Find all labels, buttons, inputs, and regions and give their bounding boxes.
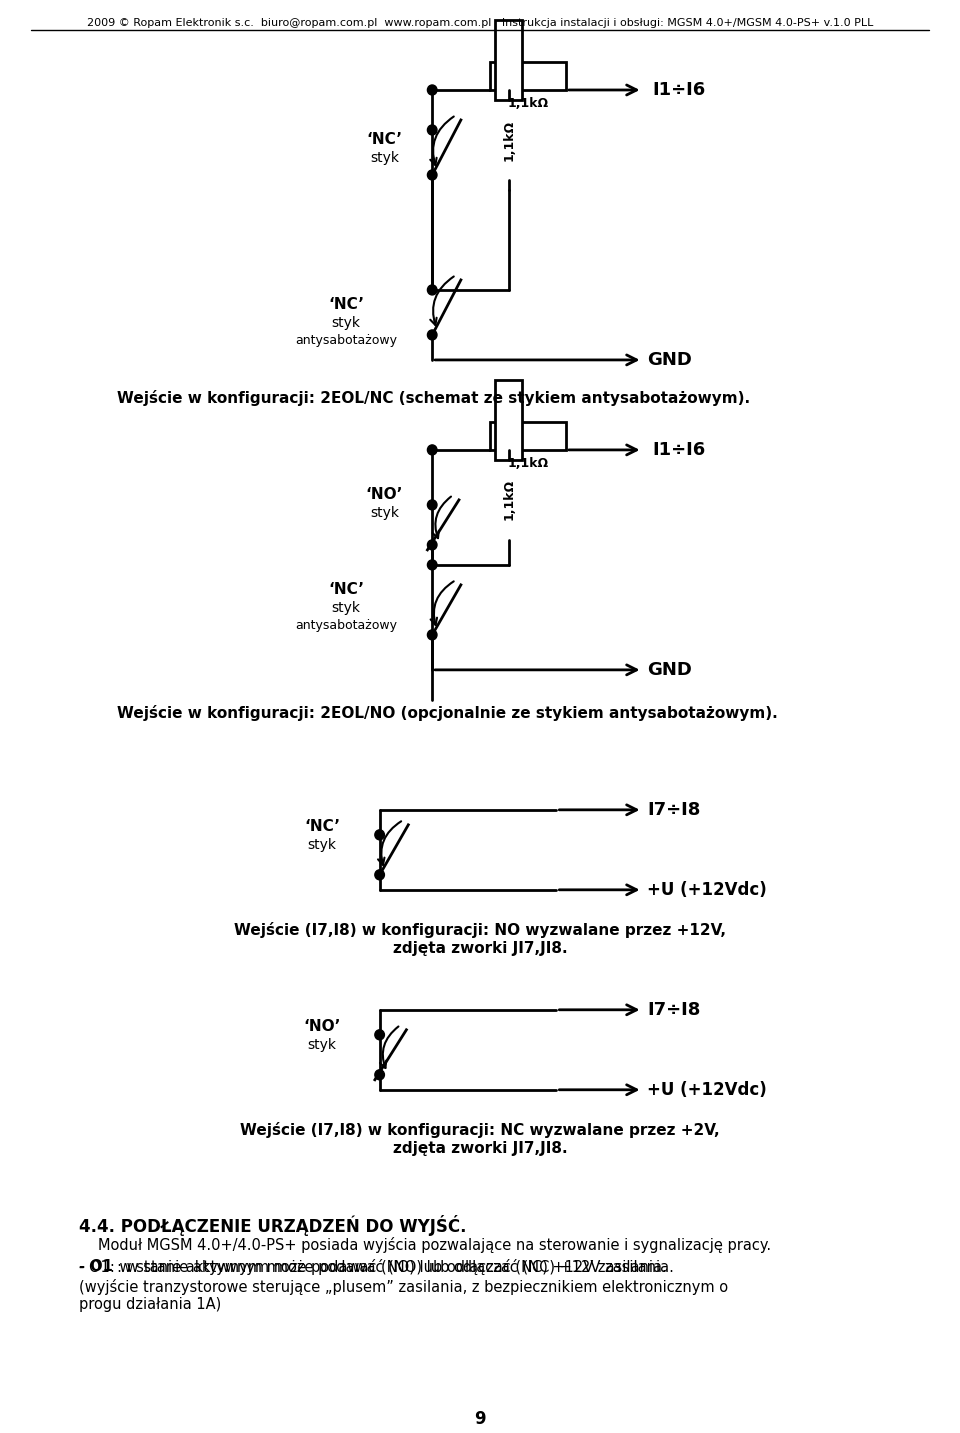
Circle shape (374, 870, 384, 880)
Circle shape (427, 285, 437, 295)
Text: Wejście (I7,I8) w konfiguracji: NC wyzwalane przez +2V,: Wejście (I7,I8) w konfiguracji: NC wyzwa… (240, 1122, 720, 1138)
Text: 4.4. PODŁĄCZENIE URZĄDZEŃ DO WYJŚĆ.: 4.4. PODŁĄCZENIE URZĄDZEŃ DO WYJŚĆ. (79, 1215, 466, 1235)
Text: - O1: w stanie aktywnym może podawać (NO) lub odłączać (NC) +12V zasilania.: - O1: w stanie aktywnym może podawać (NO… (79, 1258, 666, 1275)
Text: Wejście w konfiguracji: 2EOL/NO (opcjonalnie ze stykiem antysabotażowym).: Wejście w konfiguracji: 2EOL/NO (opcjona… (117, 705, 778, 721)
Text: I1÷I6: I1÷I6 (652, 82, 706, 99)
Text: I7÷I8: I7÷I8 (647, 801, 701, 818)
Text: 1,1kΩ: 1,1kΩ (507, 457, 548, 470)
Text: : w stanie aktywnym może podawać (NO) lub odłączać (NC) +12V zasilania.: : w stanie aktywnym może podawać (NO) lu… (117, 1258, 674, 1275)
Text: antysabotażowy: antysabotażowy (295, 334, 397, 347)
Circle shape (427, 125, 437, 135)
Text: 9: 9 (474, 1410, 486, 1427)
Circle shape (427, 540, 437, 550)
Text: +U (+12Vdc): +U (+12Vdc) (647, 881, 767, 898)
Text: +U (+12Vdc): +U (+12Vdc) (647, 1080, 767, 1099)
Text: ‘NO’: ‘NO’ (366, 487, 403, 503)
Text: Moduł MGSM 4.0+/4.0-PS+ posiada wyjścia pozwalające na sterowanie i sygnalizację: Moduł MGSM 4.0+/4.0-PS+ posiada wyjścia … (98, 1237, 771, 1252)
Text: styk: styk (370, 150, 399, 165)
Text: styk: styk (331, 315, 361, 330)
Text: GND: GND (647, 661, 692, 679)
Circle shape (427, 330, 437, 340)
Text: ‘NC’: ‘NC’ (328, 582, 364, 598)
Text: zdjęta zworki JI7,JI8.: zdjęta zworki JI7,JI8. (393, 941, 567, 956)
Text: styk: styk (370, 506, 399, 520)
Text: ‘NC’: ‘NC’ (304, 820, 340, 834)
Text: styk: styk (331, 600, 361, 615)
Circle shape (427, 560, 437, 570)
Text: antysabotażowy: antysabotażowy (295, 619, 397, 632)
Text: styk: styk (308, 1037, 337, 1052)
Text: ‘NO’: ‘NO’ (303, 1019, 341, 1035)
Text: Wejście w konfiguracji: 2EOL/NC (schemat ze stykiem antysabotażowym).: Wejście w konfiguracji: 2EOL/NC (schemat… (117, 390, 750, 406)
Bar (495, 20, 522, 100)
Text: 1,1kΩ: 1,1kΩ (502, 119, 516, 160)
Text: zdjęta zworki JI7,JI8.: zdjęta zworki JI7,JI8. (393, 1141, 567, 1156)
Circle shape (427, 171, 437, 181)
Text: (wyjście tranzystorowe sterujące „plusem” zasilania, z bezpiecznikiem elektronic: (wyjście tranzystorowe sterujące „plusem… (79, 1278, 728, 1295)
Bar (490, 62, 566, 90)
Circle shape (427, 444, 437, 454)
Bar (490, 421, 566, 450)
Circle shape (374, 1070, 384, 1080)
Text: ‘NC’: ‘NC’ (328, 298, 364, 312)
Text: I1÷I6: I1÷I6 (652, 441, 706, 459)
Circle shape (427, 500, 437, 510)
Circle shape (374, 1030, 384, 1040)
Text: 1,1kΩ: 1,1kΩ (502, 479, 516, 520)
Text: progu działania 1A): progu działania 1A) (79, 1297, 221, 1311)
Text: 2009 © Ropam Elektronik s.c.  biuro@ropam.com.pl  www.ropam.com.pl   Instrukcja : 2009 © Ropam Elektronik s.c. biuro@ropam… (86, 19, 874, 29)
Text: GND: GND (647, 351, 692, 368)
Text: - O1: - O1 (79, 1258, 112, 1274)
Text: I7÷I8: I7÷I8 (647, 1000, 701, 1019)
Circle shape (374, 830, 384, 840)
Bar (495, 380, 522, 460)
Text: Wejście (I7,I8) w konfiguracji: NO wyzwalane przez +12V,: Wejście (I7,I8) w konfiguracji: NO wyzwa… (234, 921, 726, 937)
Circle shape (427, 631, 437, 641)
Circle shape (427, 85, 437, 95)
Text: 1,1kΩ: 1,1kΩ (507, 97, 548, 110)
Text: ‘NC’: ‘NC’ (367, 132, 402, 148)
Text: styk: styk (308, 838, 337, 851)
